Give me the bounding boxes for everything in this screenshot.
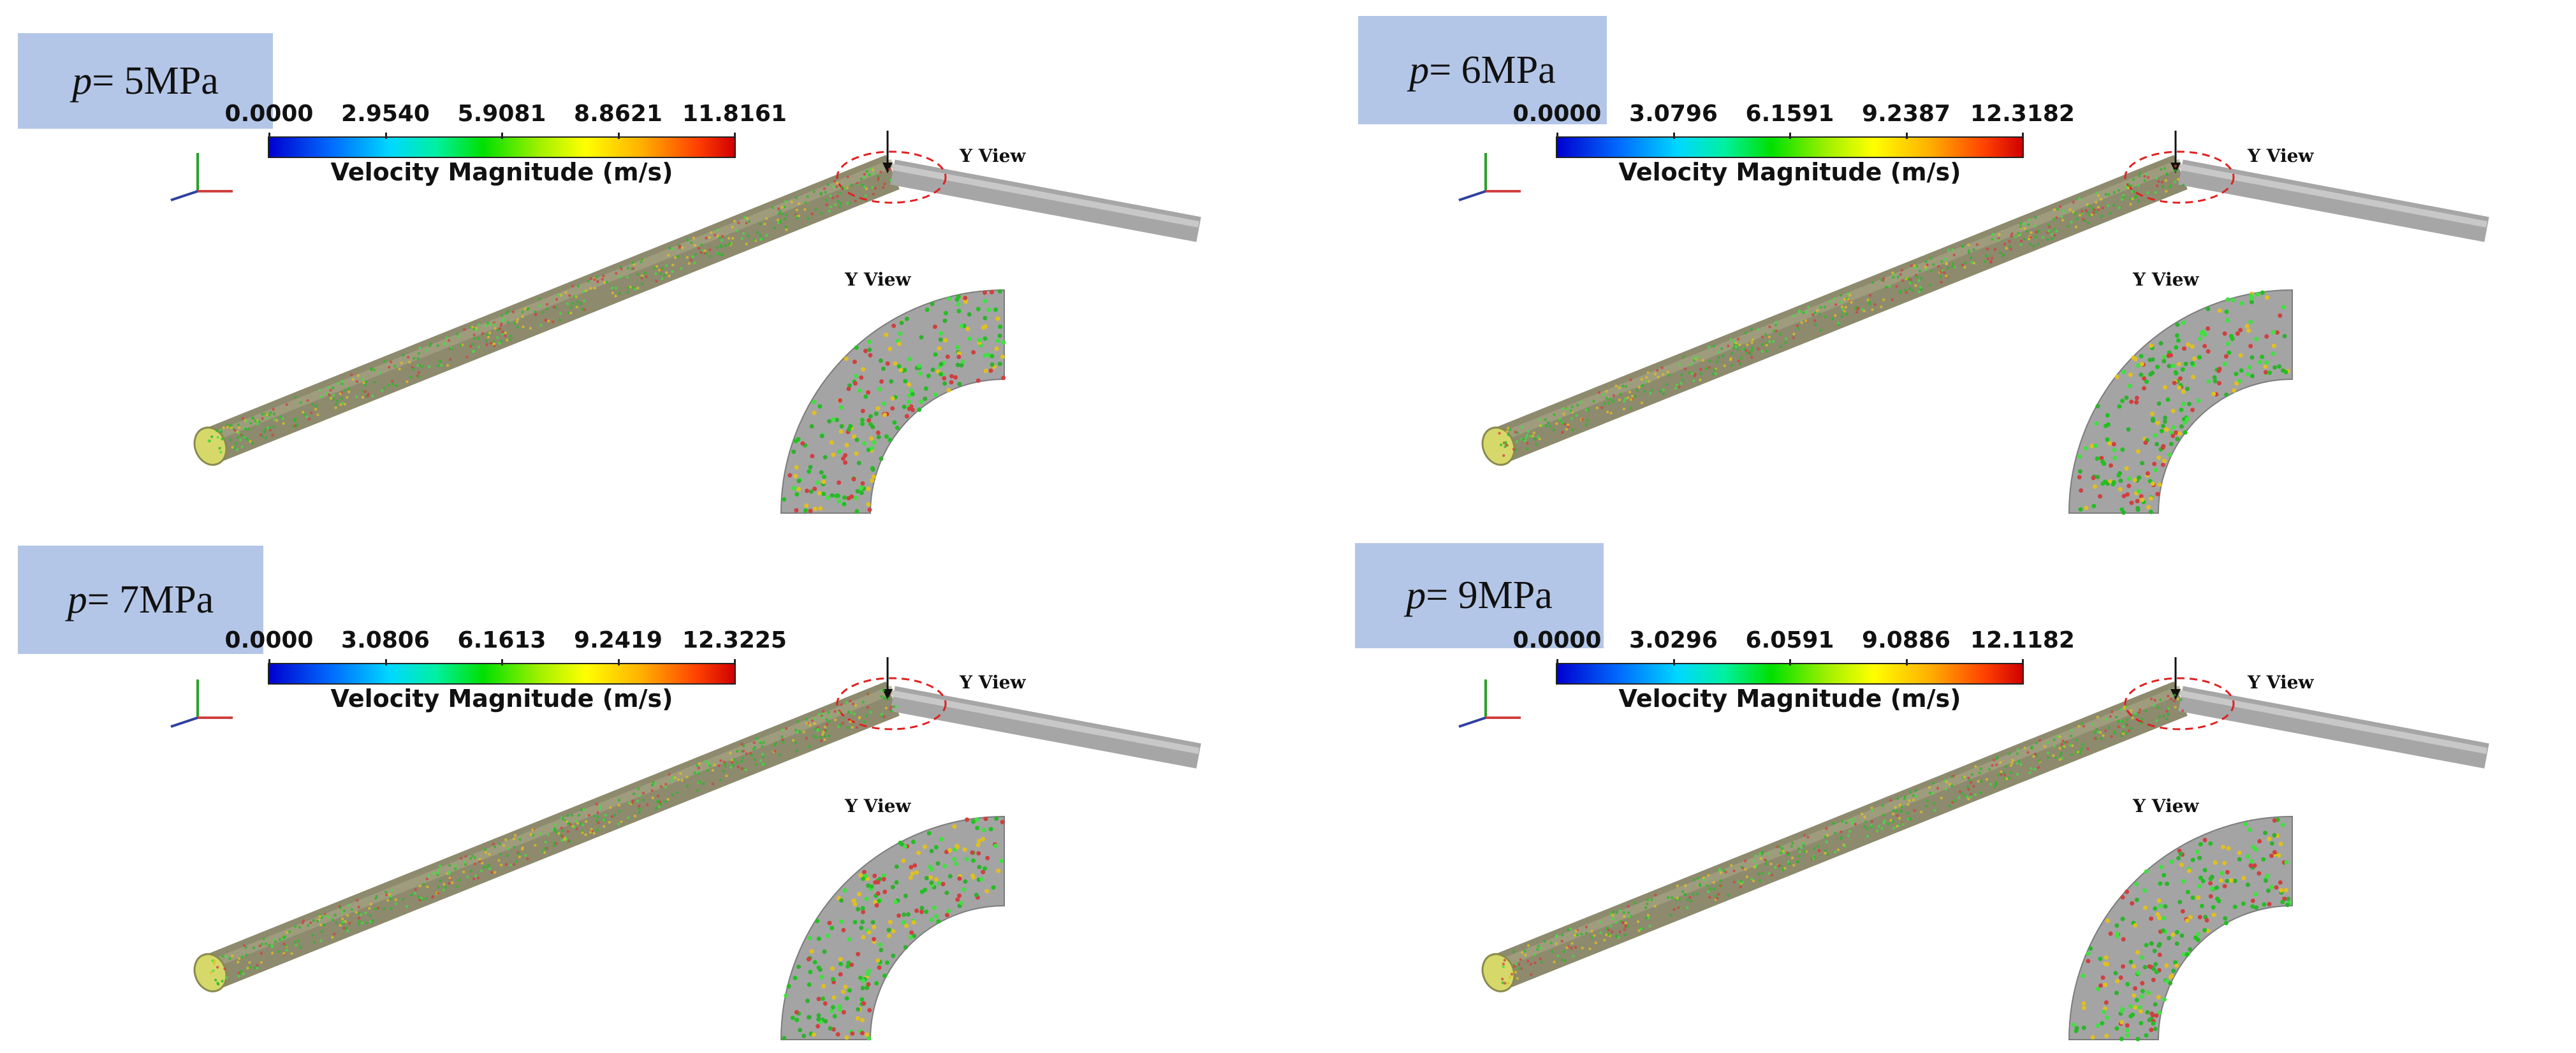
down-arrow-icon xyxy=(2170,131,2181,173)
colorbar-tick xyxy=(1672,659,1675,665)
y-view-inset-label: Y View xyxy=(845,795,911,817)
pipe-short-segment xyxy=(890,159,1201,242)
pipe-scene xyxy=(170,131,1201,514)
colorbar-tick xyxy=(501,659,503,665)
colorbar-tick xyxy=(734,659,736,665)
pressure-value: = 5MPa xyxy=(92,59,219,103)
colorbar-tick-label: 3.0806 xyxy=(341,627,430,653)
velocity-colorbar: Velocity Magnitude (m/s) 0.0000 2.9540 5.9… xyxy=(225,101,787,186)
bend-highlight-ellipse xyxy=(836,150,947,204)
colorbar-tick xyxy=(1556,133,1558,139)
colorbar-title: Velocity Magnitude (m/s) xyxy=(330,158,673,186)
colorbar-tick-label: 3.0296 xyxy=(1629,627,1718,653)
colorbar-tick-label: 9.2419 xyxy=(574,627,662,653)
pressure-value: = 6MPa xyxy=(1429,48,1556,92)
panel-3: p = 7MPa xyxy=(0,526,1288,1053)
colorbar-tick xyxy=(1905,659,1908,665)
colorbar-tick xyxy=(1672,133,1675,139)
colorbar-tick xyxy=(2022,133,2024,139)
pipe-scene xyxy=(170,657,1201,1041)
y-view-label: Y View xyxy=(2248,145,2314,166)
colorbar-tick-label: 5.9081 xyxy=(457,101,546,127)
colorbar-tick-label: 6.0591 xyxy=(1745,627,1834,653)
y-view-label: Y View xyxy=(960,145,1026,166)
colorbar-tick xyxy=(268,659,270,665)
colorbar-tick xyxy=(2022,659,2024,665)
pipe-long-segment xyxy=(1481,681,2188,992)
colorbar-tick xyxy=(1905,133,1908,139)
panel-1: p = 5MPa xyxy=(0,0,1288,526)
colorbar-tick-label: 8.8621 xyxy=(574,101,662,127)
colorbar-tick xyxy=(617,659,620,665)
elbow-inset-view xyxy=(207,167,1006,514)
pipe-scene xyxy=(1458,131,2489,515)
colorbar-tick-label: 9.2387 xyxy=(1862,101,1950,127)
panel-4: p = 9MPa xyxy=(1288,526,2576,1053)
colorbar-tick-label: 3.0796 xyxy=(1629,101,1718,127)
pipe-short-segment xyxy=(2178,159,2489,242)
pressure-value: = 9MPa xyxy=(1426,574,1553,617)
down-arrow-icon xyxy=(882,657,893,700)
pressure-label: p = 6MPa xyxy=(1358,16,1607,124)
elbow-inset-view xyxy=(1501,694,2293,1042)
colorbar-tick-label: 6.1613 xyxy=(457,627,546,653)
pipe-long-segment xyxy=(193,681,900,992)
colorbar-title: Velocity Magnitude (m/s) xyxy=(1618,685,1961,713)
colorbar-tick xyxy=(1789,659,1791,665)
pressure-value: = 7MPa xyxy=(87,577,214,621)
axis-triad-icon xyxy=(1458,679,1521,728)
velocity-colorbar: Velocity Magnitude (m/s) 0.0000 3.0796 6.1… xyxy=(1513,101,2075,186)
pressure-label: p = 7MPa xyxy=(18,546,263,654)
y-view-label: Y View xyxy=(2248,672,2314,693)
colorbar-tick xyxy=(1789,133,1791,139)
pressure-label: p = 5MPa xyxy=(18,33,273,129)
colorbar-title: Velocity Magnitude (m/s) xyxy=(1618,158,1961,186)
bend-highlight-ellipse xyxy=(836,677,947,730)
colorbar-tick-label: 0.0000 xyxy=(1512,627,1602,653)
colorbar-tick-label: 0.0000 xyxy=(224,627,314,653)
colorbar-tick-label: 0.0000 xyxy=(224,101,314,127)
colorbar-tick-label: 12.3182 xyxy=(1970,101,2075,127)
pipe-long-segment xyxy=(1481,155,2188,466)
y-view-label: Y View xyxy=(960,672,1026,693)
pressure-symbol: p xyxy=(72,59,92,103)
y-view-inset-label: Y View xyxy=(2133,795,2199,817)
axis-triad-icon xyxy=(170,153,233,201)
colorbar-tick xyxy=(384,659,387,665)
elbow-inset-view xyxy=(1498,164,2293,515)
colorbar-tick-label: 2.9540 xyxy=(341,101,430,127)
bend-highlight-ellipse xyxy=(2124,677,2235,730)
colorbar-tick-label: 12.3225 xyxy=(682,627,787,653)
colorbar-tick xyxy=(501,133,503,139)
colorbar-tick xyxy=(268,133,270,139)
elbow-inset-view xyxy=(209,688,1005,1041)
down-arrow-icon xyxy=(882,131,893,173)
pipe-long-segment xyxy=(193,155,900,466)
bend-highlight-ellipse xyxy=(2124,150,2235,204)
colorbar-tick-label: 12.1182 xyxy=(1970,627,2075,653)
pressure-symbol: p xyxy=(67,577,87,621)
velocity-colorbar: Velocity Magnitude (m/s) 0.0000 3.0806 6.1… xyxy=(225,627,787,713)
colorbar-title: Velocity Magnitude (m/s) xyxy=(330,685,673,713)
colorbar-tick-label: 11.8161 xyxy=(682,101,787,127)
pressure-symbol: p xyxy=(1406,574,1426,617)
pipe-short-segment xyxy=(890,686,1201,769)
pipe-short-segment xyxy=(2178,686,2489,769)
axis-triad-icon xyxy=(170,679,233,728)
colorbar-tick xyxy=(384,133,387,139)
pressure-symbol: p xyxy=(1409,48,1430,92)
y-view-inset-label: Y View xyxy=(2133,269,2199,290)
colorbar-tick xyxy=(617,133,620,139)
colorbar-tick xyxy=(1556,659,1558,665)
colorbar-tick-label: 6.1591 xyxy=(1745,101,1834,127)
y-view-inset-label: Y View xyxy=(845,269,911,290)
axis-triad-icon xyxy=(1458,153,1521,201)
panel-2: p = 6MPa xyxy=(1288,0,2576,526)
colorbar-tick-label: 9.0886 xyxy=(1862,627,1950,653)
velocity-colorbar: Velocity Magnitude (m/s) 0.0000 3.0296 6.0… xyxy=(1513,627,2075,713)
colorbar-tick xyxy=(734,133,736,139)
colorbar-tick-label: 0.0000 xyxy=(1512,101,1602,127)
pressure-label: p = 9MPa xyxy=(1355,543,1604,648)
pipe-scene xyxy=(1458,657,2489,1042)
